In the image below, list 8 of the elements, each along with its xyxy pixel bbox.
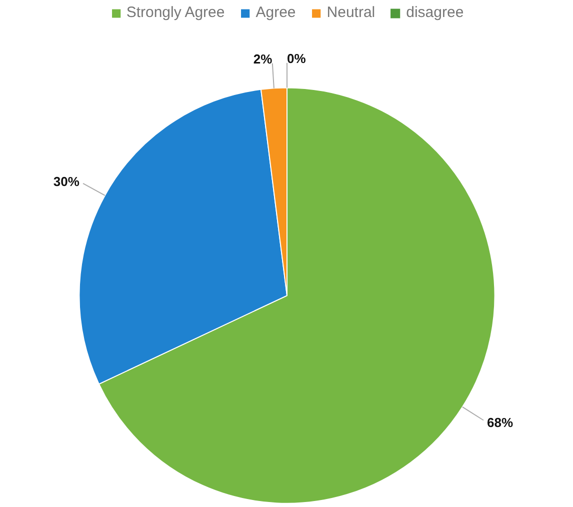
legend-label: Agree xyxy=(256,4,296,21)
text: 0% xyxy=(287,51,306,66)
legend-label: Strongly Agree xyxy=(126,4,225,21)
legend-label: Neutral xyxy=(326,4,376,21)
data-label: 30% xyxy=(53,174,80,189)
data-label: 68% xyxy=(487,414,514,430)
legend-label: disagree xyxy=(406,4,464,21)
data-label: 2% xyxy=(253,52,273,67)
